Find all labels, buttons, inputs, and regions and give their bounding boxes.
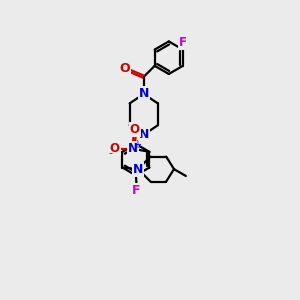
Text: O: O xyxy=(110,142,120,155)
Text: N: N xyxy=(139,128,149,141)
Text: N: N xyxy=(128,142,138,155)
Text: N: N xyxy=(139,88,149,100)
Text: N: N xyxy=(133,163,143,176)
Text: O: O xyxy=(130,123,140,136)
Text: +: + xyxy=(133,140,141,150)
Text: F: F xyxy=(179,36,187,49)
Text: F: F xyxy=(132,184,141,197)
Text: O: O xyxy=(120,62,130,75)
Text: -: - xyxy=(108,148,112,158)
